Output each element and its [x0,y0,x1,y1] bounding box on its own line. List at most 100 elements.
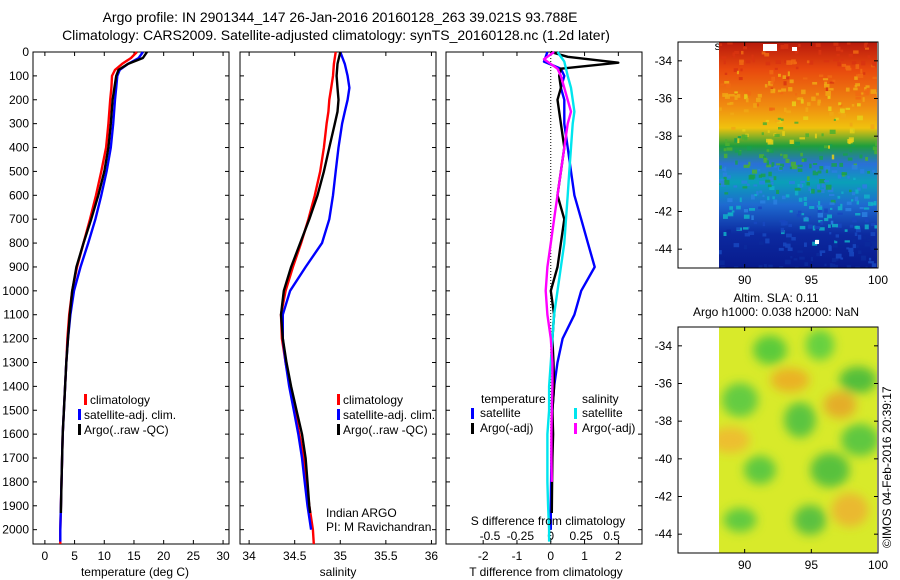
sla-anomaly [784,402,816,438]
sst-pixel [850,129,853,132]
lat-tick-label: -36 [655,377,673,391]
sst-pixel [808,187,811,191]
sst-pixel [840,59,844,61]
sst-pixel [860,68,863,74]
sst-pixel [855,83,860,87]
sst-pixel [820,221,824,225]
sla-field [719,327,877,553]
sst-pixel [865,157,868,161]
sst-pixel [801,158,804,162]
salinity-diff-tick-label: 0.5 [603,529,620,543]
sst-pixel [819,250,826,253]
sst-pixel [860,92,866,95]
salinity-diff-tick-label: -0.5 [480,529,501,543]
sst-pixel [769,148,774,153]
sst-pixel [734,95,738,100]
sst-pixel [738,150,742,156]
sst-pixel [739,197,742,203]
sst-pixel [859,154,863,159]
sst-pixel [799,213,805,216]
sst-pixel [855,189,859,194]
salinity-legend: climatology satellite-adj. clim. Argo(..… [337,393,435,437]
sst-pixel [847,175,850,179]
sst-pixel [775,119,780,123]
sst-pixel [811,188,815,194]
sst-pixel [870,246,875,250]
salinity-difference-scale: -0.5 -0.25 0 0.25 0.5 [480,529,621,543]
sst-pixel [807,216,811,219]
sla-anomaly [841,423,877,457]
sst-pixel [839,108,845,114]
sst-pixel [743,214,750,219]
lat-tick-label: -44 [655,242,673,256]
sst-pixel [816,205,823,208]
sst-pixel [819,252,822,256]
credit-line-1: Indian ARGO [326,506,397,520]
legend-label-argo: Argo(..raw -QC) [84,423,169,437]
sst-pixel [829,202,835,205]
sst-pixel [763,155,767,159]
sst-pixel [827,187,834,193]
lat-tick-label: -38 [655,129,673,143]
temperature-panel: 0100200300400500600700800900100011001200… [2,45,230,579]
sla-map-subtitle: Argo h1000: 0.038 h2000: NaN [693,305,859,319]
sst-pixel [722,172,728,178]
imos-timestamp: ©IMOS 04-Feb-2016 20:39:17 [880,386,894,548]
sst-pixel [783,76,790,80]
sst-pixel [824,165,831,171]
sla-map-frame [677,326,879,554]
sla-anomaly [723,507,757,533]
sst-pixel [721,182,726,187]
x-tick-label: 5 [71,549,78,563]
sst-pixel [740,68,743,72]
sst-pixel [823,180,830,183]
sst-pixel [824,81,827,86]
sst-pixel [778,73,781,77]
temperature-x-axis: 0 5 10 15 20 25 30 [42,52,230,563]
sst-pixel [831,163,837,167]
sst-pixel [774,134,780,137]
sst-pixel [857,234,862,240]
sst-pixel [815,92,819,96]
sst-pixel [728,94,735,97]
sst-pixel [855,227,861,233]
lat-tick-label: -34 [655,54,673,68]
sst-pixel [759,241,764,245]
sst-pixel [722,168,726,171]
sst-pixel [725,142,730,146]
sst-pixel [744,94,748,100]
sst-pixel [767,130,770,133]
sst-pixel [790,161,796,167]
sst-pixel [839,162,844,167]
sst-pixel [828,144,833,147]
sst-pixel [724,192,729,195]
sst-pixel [751,54,754,60]
sst-pixel [812,241,818,246]
sst-pixel [795,66,799,70]
sst-pixel [794,187,801,191]
sst-pixel [840,257,844,260]
sst-pixel [818,200,821,206]
sst-pixel [726,83,731,88]
sst-pixel [829,111,834,117]
sst-pixel [803,201,808,206]
sst-pixel [830,263,836,268]
lon-tick-label: 100 [868,273,888,287]
y-tick-label: 200 [9,93,29,107]
sst-pixel [762,233,767,237]
sst-pixel [735,160,738,165]
sst-pixel [826,214,832,219]
y-tick-label: 1000 [2,284,29,298]
sst-pixel [851,104,855,107]
sst-pixel [789,181,795,185]
sst-pixel [829,263,833,268]
y-tick-label: 400 [9,141,29,155]
sst-pixel [789,210,793,213]
sst-pixel [745,98,749,103]
sst-pixel [734,266,739,268]
sst-pixel [853,177,856,181]
sst-pixel [837,61,841,67]
series-line-salinity-argo-adj- [542,51,573,482]
sst-pixel [809,60,814,65]
sst-pixel [833,118,836,121]
